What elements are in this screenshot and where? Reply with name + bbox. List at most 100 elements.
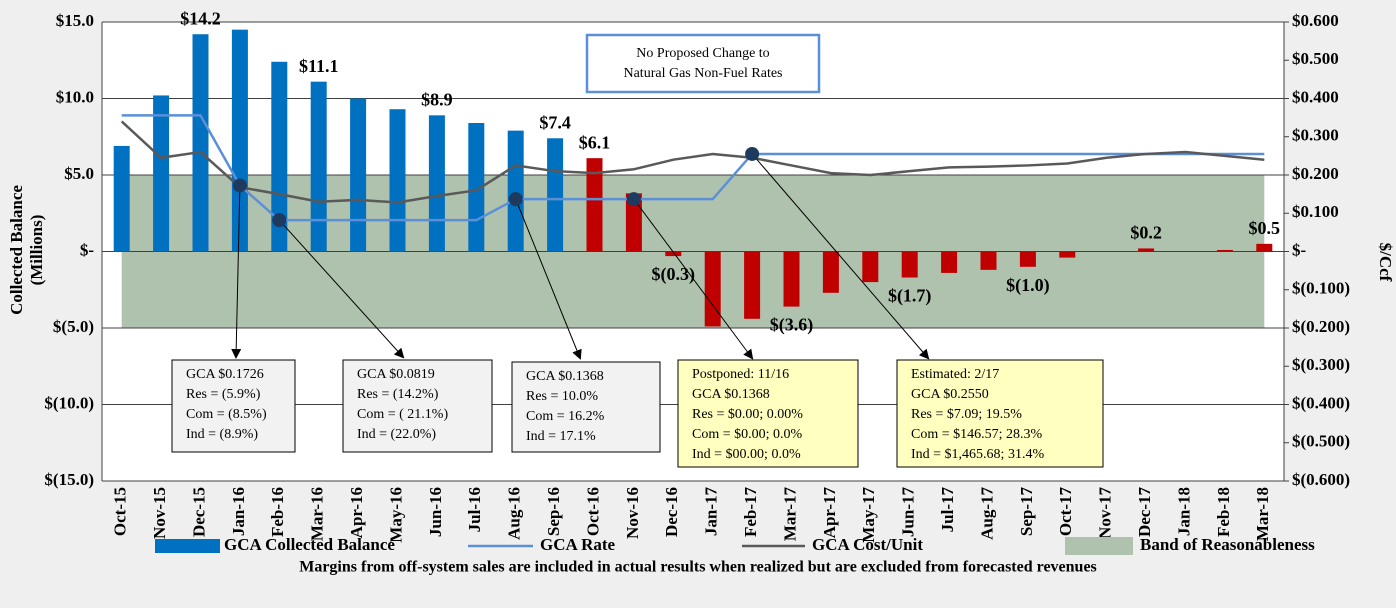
x-tick-label: Jun-17 <box>899 487 918 538</box>
x-tick-label: Nov-16 <box>623 487 642 539</box>
y-tick-label: $10.0 <box>56 87 94 106</box>
x-tick-label: Mar-16 <box>308 487 327 541</box>
line <box>120 120 1265 204</box>
bar <box>350 98 367 252</box>
y-tick-label: $(10.0) <box>44 393 94 412</box>
x-tick-label: Feb-18 <box>1214 487 1233 537</box>
data-label: $(0.3) <box>652 264 696 285</box>
x-tick-label: Mar-18 <box>1253 487 1272 541</box>
y2-tick-label: $0.300 <box>1292 126 1339 145</box>
data-label: $0.2 <box>1130 223 1162 243</box>
marker <box>272 213 287 228</box>
data-label: $(1.0) <box>1006 275 1050 296</box>
data-label: $8.9 <box>421 89 453 109</box>
x-tick-label: Jun-16 <box>426 487 445 537</box>
y-axis-title: Collected Balance <box>7 185 26 315</box>
y2-tick-label: $0.500 <box>1292 49 1339 68</box>
x-tick-label: Apr-17 <box>820 487 839 539</box>
annotation-text: Ind = $00.00; 0.0% <box>692 447 801 462</box>
bar <box>271 61 288 252</box>
annotation-text: GCA $0.1368 <box>692 387 770 402</box>
bar <box>231 29 248 252</box>
x-tick-label: Apr-16 <box>347 487 366 538</box>
x-tick-label: Oct-17 <box>1056 487 1075 537</box>
footnote: Margins from off-system sales are includ… <box>299 559 1097 576</box>
bar <box>822 251 839 293</box>
y2-tick-label: $(0.600) <box>1292 470 1350 489</box>
y2-tick-label: $0.400 <box>1292 87 1339 106</box>
y-tick-label: $(15.0) <box>44 470 94 489</box>
annotation-box <box>511 361 661 453</box>
bar <box>862 251 879 283</box>
annotation-text: GCA $0.0819 <box>357 367 435 382</box>
annotation-text: GCA $0.2550 <box>911 387 989 402</box>
y2-tick-label: $0.100 <box>1292 202 1339 221</box>
arrow <box>231 185 242 359</box>
data-label: $14.2 <box>180 8 221 28</box>
annotation-text: Ind = (22.0%) <box>357 427 436 442</box>
legend-label: GCA Collected Balance <box>224 535 395 554</box>
data-label: $11.1 <box>299 56 339 76</box>
note-text: Natural Gas Non-Fuel Rates <box>623 66 782 81</box>
y2-tick-label: $0.200 <box>1292 164 1339 183</box>
annotation-box <box>342 359 493 453</box>
annotation-text: Estimated: 2/17 <box>911 367 999 382</box>
data-label: $6.1 <box>579 132 611 152</box>
annotation-text: Res = (14.2%) <box>357 387 439 402</box>
x-tick-label: Jan-18 <box>1174 487 1193 536</box>
annotation-text: Res = $0.00; 0.00% <box>692 407 803 422</box>
bar <box>1256 243 1273 252</box>
x-tick-label: Nov-17 <box>1096 487 1115 539</box>
annotation-text: Ind = 17.1% <box>526 429 596 444</box>
x-tick-label: Feb-17 <box>741 487 760 538</box>
bar <box>153 95 170 252</box>
marker <box>745 146 760 161</box>
annotation-text: Com = (8.5%) <box>186 407 267 422</box>
y-tick-label: $5.0 <box>64 164 94 183</box>
x-tick-label: Dec-16 <box>662 487 681 537</box>
y2-tick-label: $(0.500) <box>1292 432 1350 451</box>
y-tick-label: $- <box>80 240 95 259</box>
x-tick-label: Mar-17 <box>780 487 799 542</box>
data-label: $(1.7) <box>888 286 932 307</box>
y-axis-title: (Millions) <box>27 215 46 286</box>
marker <box>626 192 641 207</box>
x-tick-label: Jan-16 <box>229 487 248 536</box>
annotation-text: Com = 16.2% <box>526 409 605 424</box>
y2-axis-title: $/Ccf <box>1376 243 1395 282</box>
bar <box>744 251 761 319</box>
y2-tick-label: $(0.200) <box>1292 317 1350 336</box>
x-tick-label: May-16 <box>386 487 405 543</box>
bar <box>547 138 564 252</box>
y2-tick-label: $0.600 <box>1292 11 1339 30</box>
x-tick-label: Jan-17 <box>702 487 721 537</box>
legend-label: Band of Reasonableness <box>1140 535 1315 554</box>
bar <box>941 251 958 273</box>
annotation-text: Res = 10.0% <box>526 389 598 404</box>
line <box>121 114 1265 222</box>
x-tick-label: Feb-16 <box>268 487 287 537</box>
y2-tick-label: $(0.400) <box>1292 393 1350 412</box>
x-tick-label: Dec-15 <box>189 487 208 537</box>
bar <box>507 130 524 252</box>
x-tick-label: May-17 <box>859 487 878 543</box>
bar <box>310 81 327 252</box>
arrow <box>633 198 754 360</box>
bar <box>192 34 209 252</box>
y-tick-label: $(5.0) <box>53 317 94 336</box>
data-label: $7.4 <box>539 112 571 132</box>
bar <box>1138 248 1155 252</box>
annotation-text: GCA $0.1368 <box>526 369 604 384</box>
annotation-text: Res = $7.09; 19.5% <box>911 407 1022 422</box>
arrow <box>751 153 930 360</box>
legend-swatch <box>1065 537 1133 555</box>
note-text: No Proposed Change to <box>636 46 769 61</box>
legend-label: GCA Cost/Unit <box>812 535 923 554</box>
x-tick-label: Jul-17 <box>938 487 957 533</box>
bar <box>586 158 603 252</box>
arrow <box>515 198 582 360</box>
x-tick-label: Dec-17 <box>1135 487 1154 538</box>
x-tick-label: Oct-15 <box>111 487 130 536</box>
annotation-text: Com = ( 21.1%) <box>357 407 448 422</box>
annotation-text: Ind = (8.9%) <box>186 427 258 442</box>
